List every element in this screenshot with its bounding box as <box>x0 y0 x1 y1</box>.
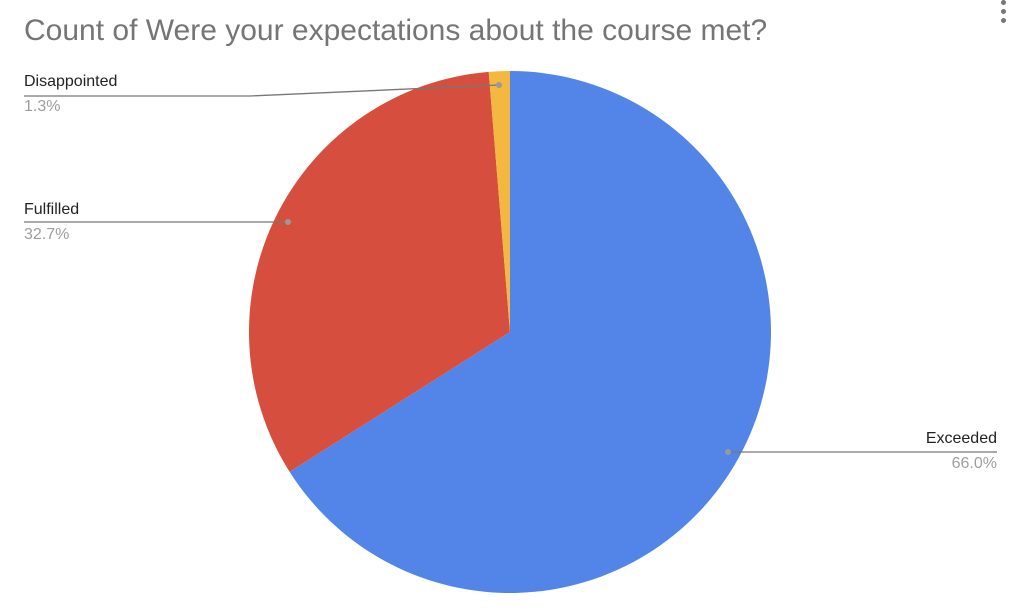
more-options-icon[interactable] <box>1000 0 1008 30</box>
pie-slice-disappointed[interactable] <box>488 71 510 332</box>
label-fulfilled: Fulfilled <box>24 201 80 218</box>
pie-slice-exceeded[interactable] <box>289 71 771 594</box>
leader-line-disappointed <box>24 84 500 97</box>
label-exceeded: Exceeded <box>925 430 997 447</box>
chart-title: Count of Were your expectations about th… <box>24 14 768 47</box>
pie-slice-fulfilled[interactable] <box>248 71 510 472</box>
label-disappointed: Disappointed <box>24 73 118 90</box>
leader-dot-exceeded <box>725 449 731 455</box>
leader-dot-disappointed <box>496 82 502 88</box>
value-exceeded: 66.0% <box>951 455 997 472</box>
value-disappointed: 1.3% <box>24 98 61 115</box>
value-fulfilled: 32.7% <box>24 226 70 243</box>
leader-dot-fulfilled <box>285 219 291 225</box>
